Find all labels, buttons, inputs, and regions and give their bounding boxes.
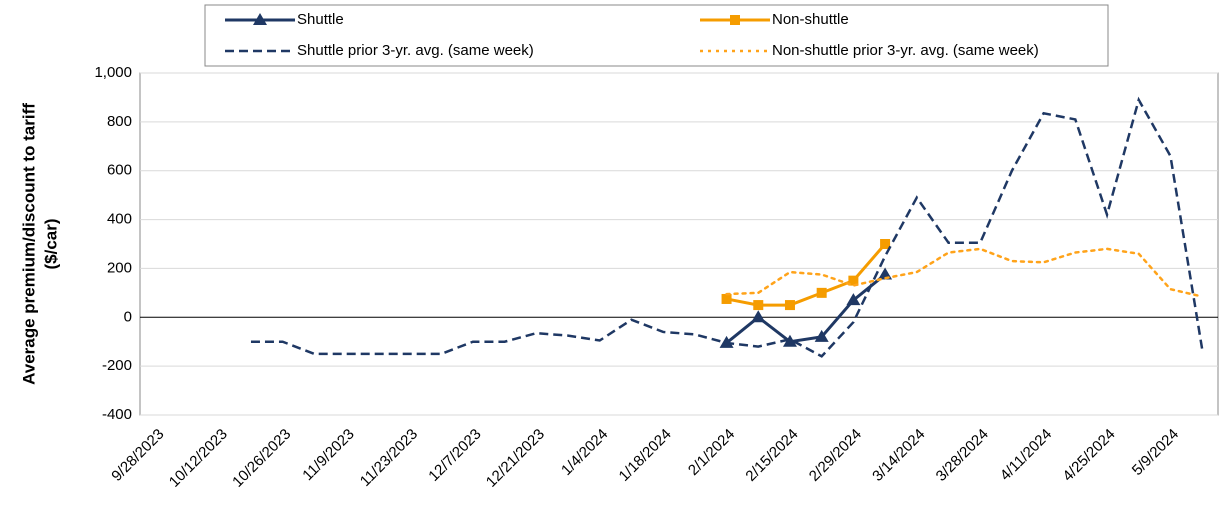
x-tick-label: 1/4/2024 <box>558 426 611 479</box>
y-tick-label: 600 <box>107 162 132 179</box>
data-point <box>753 300 764 311</box>
x-tick-label: 3/14/2024 <box>869 426 928 485</box>
data-point <box>880 239 891 249</box>
x-tick-label: 4/11/2024 <box>997 426 1055 484</box>
data-point <box>846 293 861 306</box>
x-tick-label: 12/7/2023 <box>425 426 484 485</box>
plot-area <box>139 72 1219 416</box>
y-tick-label: 0 <box>124 308 132 325</box>
y-tick-label: 1,000 <box>94 64 132 81</box>
series-line <box>250 96 1204 358</box>
x-tick-label: 10/12/2023 <box>166 426 231 491</box>
data-point <box>721 293 732 304</box>
series-line <box>725 273 887 345</box>
y-tick-label: 800 <box>107 113 132 130</box>
x-tick-label: 10/26/2023 <box>229 426 294 491</box>
legend-label: Non-shuttle prior 3-yr. avg. (same week) <box>772 42 1039 59</box>
x-tick-label: 2/1/2024 <box>685 426 738 479</box>
x-tick-label: 9/28/2023 <box>108 426 167 485</box>
data-point <box>782 334 797 347</box>
legend-marker <box>253 13 267 25</box>
y-axis-label: ($/car) <box>41 218 60 269</box>
data-point <box>784 300 795 311</box>
series-line <box>725 247 1204 298</box>
legend-marker <box>730 15 740 25</box>
x-tick-label: 4/25/2024 <box>1059 426 1118 485</box>
data-point <box>848 275 859 286</box>
x-tick-label: 5/9/2024 <box>1129 426 1182 479</box>
series-line <box>726 243 887 307</box>
x-tick-label: 1/18/2024 <box>616 426 675 485</box>
y-axis-label: Average premium/discount to tariff <box>19 103 38 385</box>
x-tick-label: 2/15/2024 <box>742 426 801 485</box>
y-tick-label: -400 <box>102 406 132 423</box>
legend-label: Non-shuttle <box>772 11 849 28</box>
x-tick-label: 3/28/2024 <box>933 426 992 485</box>
legend-label: Shuttle <box>297 11 344 28</box>
data-point <box>816 287 827 298</box>
legend-label: Shuttle prior 3-yr. avg. (same week) <box>297 42 534 59</box>
y-tick-label: -200 <box>102 357 132 374</box>
data-point <box>751 310 766 323</box>
legend <box>204 4 1109 67</box>
y-tick-label: 400 <box>107 211 132 228</box>
y-tick-label: 200 <box>107 259 132 276</box>
x-tick-label: 12/21/2023 <box>483 426 548 491</box>
data-point <box>814 329 829 342</box>
x-tick-label: 11/9/2023 <box>299 426 357 484</box>
x-tick-label: 2/29/2024 <box>806 426 865 485</box>
x-tick-label: 11/23/2023 <box>357 426 421 490</box>
